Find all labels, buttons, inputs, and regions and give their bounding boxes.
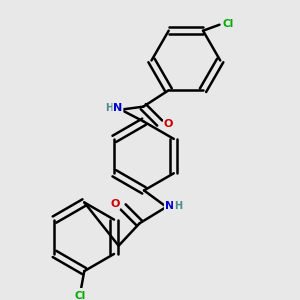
Text: H: H xyxy=(174,201,182,211)
Text: Cl: Cl xyxy=(222,19,233,28)
Text: N: N xyxy=(165,201,174,211)
Text: H: H xyxy=(105,103,114,113)
Text: O: O xyxy=(164,119,173,129)
Text: N: N xyxy=(113,103,122,113)
Text: Cl: Cl xyxy=(74,291,85,300)
Text: O: O xyxy=(110,199,119,209)
